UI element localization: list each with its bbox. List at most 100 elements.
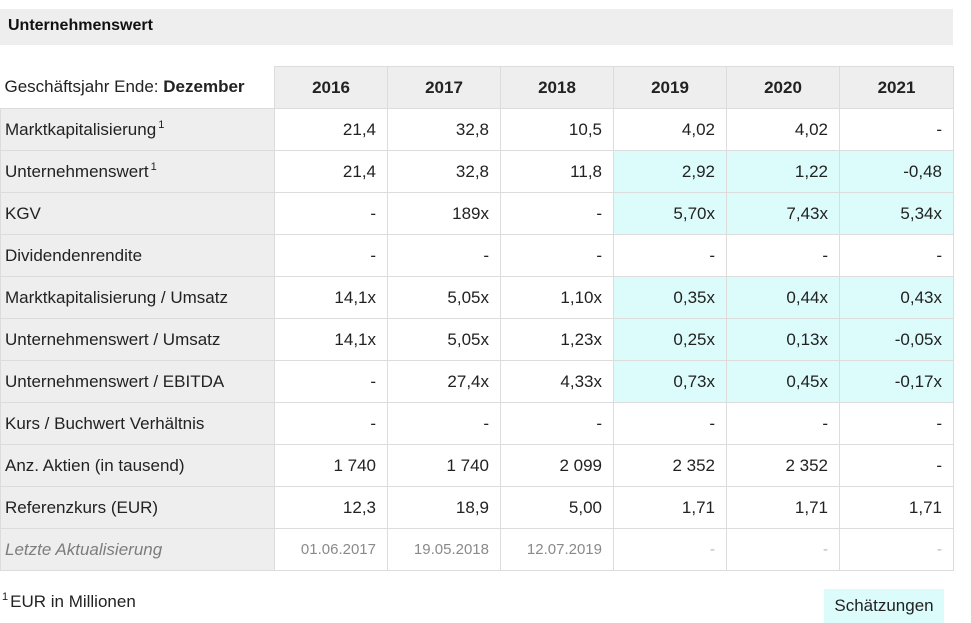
row-label-text: Unternehmenswert / Umsatz (5, 329, 221, 349)
table-cell: 4,33x (500, 360, 614, 403)
table-cell: 0,73x (613, 360, 727, 403)
table-cell: 1,71 (613, 486, 727, 529)
table-cell: 0,43x (839, 276, 954, 319)
table-cell: 0,25x (613, 318, 727, 361)
table-cell: 5,05x (387, 276, 501, 319)
table-cell: - (839, 108, 954, 151)
estimates-button[interactable]: Schätzungen (824, 589, 944, 623)
row-label: Dividendenrendite (0, 234, 275, 277)
row-label-text: Dividendenrendite (5, 245, 143, 265)
table-cell: - (274, 402, 388, 445)
row-label-text: Kurs / Buchwert Verhältnis (5, 413, 205, 433)
table-cell: -0,48 (839, 150, 954, 193)
footnote-marker: 1 (158, 119, 165, 131)
row-label: Unternehmenswert / EBITDA (0, 360, 275, 403)
table-cell: 0,35x (613, 276, 727, 319)
year-header: 2020 (726, 66, 840, 109)
year-header: 2016 (274, 66, 388, 109)
table-cell: 0,44x (726, 276, 840, 319)
table-cell: 12,3 (274, 486, 388, 529)
table-cell: 1,71 (839, 486, 954, 529)
update-date-cell: - (839, 528, 954, 571)
table-cell: - (387, 234, 501, 277)
table-cell: 5,34x (839, 192, 954, 235)
table-cell: 32,8 (387, 108, 501, 151)
row-label-text: Anz. Aktien (in tausend) (5, 455, 185, 475)
fiscal-year-label: Geschäftsjahr Ende: Dezember (0, 66, 275, 109)
row-label: Referenzkurs (EUR) (0, 486, 275, 529)
table-cell: 2 352 (613, 444, 727, 487)
table-cell: 1 740 (274, 444, 388, 487)
section-title: Unternehmenswert (0, 9, 953, 45)
table-row: Marktkapitalisierung 1 21,4 32,8 10,5 4,02 4,0… (0, 108, 954, 151)
table-cell: 1 740 (387, 444, 501, 487)
table-cell: - (274, 360, 388, 403)
table-cell: - (613, 402, 727, 445)
table-cell: 189x (387, 192, 501, 235)
table-row: Dividendenrendite - - - - - - (0, 234, 954, 277)
table-cell: 5,00 (500, 486, 614, 529)
update-date-cell: 12.07.2019 (500, 528, 614, 571)
table-cell: 1,71 (726, 486, 840, 529)
fiscal-year-label-text: Geschäftsjahr Ende: (4, 77, 164, 97)
table-cell: 2,92 (613, 150, 727, 193)
table-row: Unternehmenswert / Umsatz 14,1x 5,05x 1,23x… (0, 318, 954, 361)
table-cell: - (274, 192, 388, 235)
footnote: 1 EUR in Millionen (2, 591, 136, 612)
table-cell: - (274, 234, 388, 277)
table-cell: 21,4 (274, 150, 388, 193)
table-cell: 5,05x (387, 318, 501, 361)
row-label-text: Marktkapitalisierung / Umsatz (5, 287, 228, 307)
year-header: 2017 (387, 66, 501, 109)
footnote-marker: 1 (2, 591, 9, 603)
update-date-cell: 19.05.2018 (387, 528, 501, 571)
row-label: Marktkapitalisierung / Umsatz (0, 276, 275, 319)
table-row: Marktkapitalisierung / Umsatz 14,1x 5,05x 1… (0, 276, 954, 319)
table-cell: 21,4 (274, 108, 388, 151)
table-cell: 0,13x (726, 318, 840, 361)
row-label: Marktkapitalisierung 1 (0, 108, 275, 151)
last-update-row: Letzte Aktualisierung 01.06.2017 19.05.201… (0, 528, 954, 571)
table-cell: - (500, 402, 614, 445)
table-cell: 1,10x (500, 276, 614, 319)
row-label-text: Unternehmenswert (5, 162, 149, 181)
table-cell: - (726, 402, 840, 445)
table-cell: 4,02 (613, 108, 727, 151)
table-cell: -0,17x (839, 360, 954, 403)
table-cell: - (839, 234, 954, 277)
footnote-marker: 1 (150, 161, 157, 173)
fiscal-year-month: Dezember (163, 77, 245, 97)
table-cell: - (500, 234, 614, 277)
table-cell: 2 099 (500, 444, 614, 487)
table-cell: - (613, 234, 727, 277)
row-label: Anz. Aktien (in tausend) (0, 444, 275, 487)
table-cell: 7,43x (726, 192, 840, 235)
update-date-cell: - (726, 528, 840, 571)
row-label-text: Referenzkurs (EUR) (5, 497, 159, 517)
row-label-text: KGV (5, 203, 41, 223)
valuation-table: Geschäftsjahr Ende: Dezember 2016 2017 2… (0, 66, 954, 571)
table-cell: - (839, 402, 954, 445)
table-cell: 10,5 (500, 108, 614, 151)
table-cell: 1,22 (726, 150, 840, 193)
table-row: Anz. Aktien (in tausend) 1 740 1 740 2 099 2… (0, 444, 954, 487)
row-label-text: Marktkapitalisierung (5, 120, 157, 139)
year-header: 2019 (613, 66, 727, 109)
update-date-cell: 01.06.2017 (274, 528, 388, 571)
table-cell: 4,02 (726, 108, 840, 151)
update-date-cell: - (613, 528, 727, 571)
table-row: Unternehmenswert / EBITDA -27,4x 4,33x 0,73… (0, 360, 954, 403)
table-cell: - (500, 192, 614, 235)
table-cell: 5,70x (613, 192, 727, 235)
table-row: Unternehmenswert 1 21,4 32,8 11,8 2,92 1,22 -0,… (0, 150, 954, 193)
table-cell: -0,05x (839, 318, 954, 361)
table-cell: 2 352 (726, 444, 840, 487)
row-label: Kurs / Buchwert Verhältnis (0, 402, 275, 445)
table-cell: 0,45x (726, 360, 840, 403)
row-label-text: Unternehmenswert / EBITDA (5, 371, 225, 391)
table-cell: - (839, 444, 954, 487)
table-cell: 11,8 (500, 150, 614, 193)
table-cell: 18,9 (387, 486, 501, 529)
table-row: KGV -189x -5,70x 7,43x 5,34x (0, 192, 954, 235)
table-cell: - (726, 234, 840, 277)
